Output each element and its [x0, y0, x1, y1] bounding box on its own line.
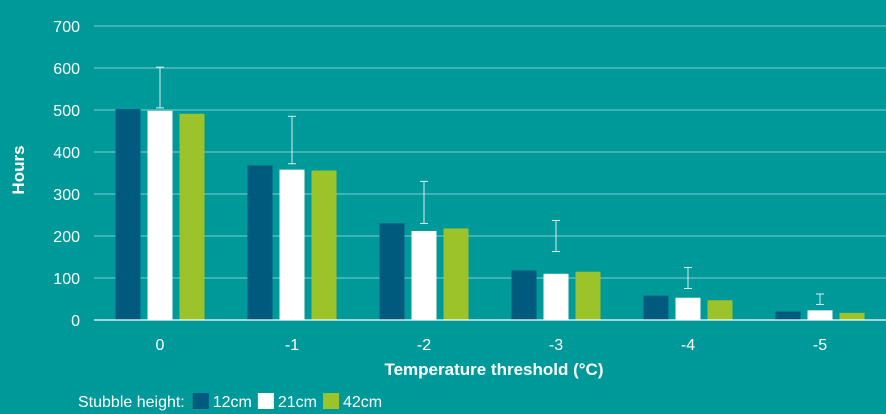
x-tick-label: -4: [681, 337, 695, 354]
x-tick-label: -5: [813, 337, 827, 354]
legend-title: Stubble height:: [78, 394, 185, 411]
bar-21cm: [147, 110, 173, 320]
y-tick-label: 600: [53, 61, 80, 78]
legend-label-42cm: 42cm: [343, 394, 382, 411]
x-axis-ticks: 0 -1 -2 -3 -4 -5: [156, 337, 828, 354]
bar-12cm: [379, 223, 405, 320]
bar-12cm: [115, 109, 141, 320]
bars: [115, 109, 865, 320]
bar-42cm: [179, 113, 205, 320]
gridlines: [94, 25, 886, 279]
y-axis-ticks: 0 100 200 300 400 500 600 700: [53, 19, 80, 330]
x-tick-label: -3: [549, 337, 563, 354]
legend-swatch-12cm: [192, 393, 209, 409]
legend: Stubble height: 12cm 21cm 42cm: [78, 393, 382, 411]
bar-12cm: [247, 165, 273, 320]
y-tick-label: 0: [71, 313, 80, 330]
bar-21cm: [279, 169, 305, 320]
y-tick-label: 300: [53, 187, 80, 204]
bar-12cm: [643, 295, 669, 320]
bar-21cm: [411, 230, 437, 320]
x-axis-title: Temperature threshold (°C): [384, 360, 603, 379]
bar-42cm: [443, 228, 469, 320]
x-tick-label: 0: [156, 337, 165, 354]
y-tick-label: 400: [53, 145, 80, 162]
bar-21cm: [543, 273, 569, 320]
error-bars: [156, 66, 824, 305]
bar-42cm: [839, 312, 865, 320]
bar-42cm: [311, 170, 337, 320]
legend-label-21cm: 21cm: [278, 394, 317, 411]
y-tick-label: 200: [53, 229, 80, 246]
y-tick-label: 100: [53, 271, 80, 288]
x-tick-label: -2: [417, 337, 431, 354]
bar-42cm: [707, 300, 733, 320]
y-axis-title: Hours: [9, 145, 28, 194]
legend-swatch-21cm: [257, 393, 274, 409]
legend-label-12cm: 12cm: [213, 394, 252, 411]
bar-42cm: [575, 271, 601, 320]
bar-12cm: [511, 270, 537, 320]
bar-21cm: [675, 297, 701, 320]
x-tick-label: -1: [285, 337, 299, 354]
legend-swatch-42cm: [323, 393, 339, 409]
bar-12cm: [775, 311, 801, 320]
bar-21cm: [807, 310, 833, 320]
y-tick-label: 500: [53, 103, 80, 120]
y-tick-label: 700: [53, 19, 80, 36]
